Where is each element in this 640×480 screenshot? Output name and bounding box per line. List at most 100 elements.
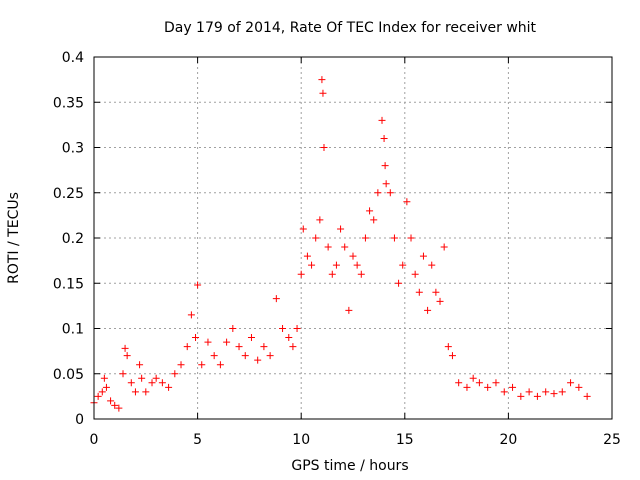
data-point — [260, 343, 268, 351]
data-point — [289, 343, 297, 351]
data-point — [152, 374, 160, 382]
data-point — [254, 356, 262, 364]
data-point — [469, 374, 477, 382]
data-point — [241, 352, 249, 360]
y-tick-label: 0.15 — [53, 276, 84, 292]
data-point — [550, 390, 558, 398]
data-point — [127, 379, 135, 387]
data-point — [312, 234, 320, 242]
y-tick-label: 0.35 — [53, 95, 84, 111]
data-point — [341, 243, 349, 251]
data-point — [94, 392, 102, 400]
data-point — [272, 295, 280, 303]
data-point — [98, 388, 106, 396]
data-point — [366, 207, 374, 215]
data-point — [484, 383, 492, 391]
data-point — [158, 379, 166, 387]
data-point — [138, 374, 146, 382]
data-point — [266, 352, 274, 360]
y-tick-label: 0.2 — [62, 231, 84, 247]
data-point — [380, 134, 388, 142]
data-point — [177, 361, 185, 369]
y-tick-labels: 0 0.05 0.1 0.15 0.2 0.25 0.3 0.35 0.4 — [53, 50, 84, 428]
data-point — [148, 379, 156, 387]
data-point — [374, 189, 382, 197]
data-point — [444, 343, 452, 351]
data-point — [308, 261, 316, 269]
data-point — [131, 388, 139, 396]
data-point — [381, 162, 389, 170]
data-point — [171, 370, 179, 378]
data-point — [229, 325, 237, 332]
grid — [94, 57, 612, 419]
data-point — [517, 392, 525, 400]
data-point — [111, 401, 119, 409]
data-point — [542, 388, 550, 396]
data-point — [492, 379, 500, 387]
data-point — [285, 334, 293, 342]
data-point — [509, 383, 517, 391]
data-point — [192, 334, 200, 342]
y-tick-label: 0.05 — [53, 367, 84, 383]
data-point — [107, 397, 115, 405]
data-point — [198, 361, 206, 369]
data-point — [332, 261, 340, 269]
data-point — [415, 288, 423, 296]
data-point — [210, 352, 218, 360]
data-point — [100, 374, 108, 382]
data-point — [328, 270, 336, 278]
data-point — [187, 311, 195, 319]
data-point — [428, 261, 436, 269]
data-point — [390, 234, 398, 242]
data-point — [183, 343, 191, 351]
data-point — [349, 252, 357, 260]
data-point — [575, 383, 583, 391]
x-tick-label: 0 — [90, 432, 99, 448]
axis-ticks — [93, 56, 613, 420]
data-point — [382, 180, 390, 188]
data-point — [558, 388, 566, 396]
x-tick-labels: 0 5 10 15 20 25 — [90, 432, 621, 448]
data-point — [395, 279, 403, 287]
y-tick-label: 0.1 — [62, 322, 84, 338]
data-point — [567, 379, 575, 387]
data-point — [337, 225, 345, 233]
data-point — [165, 383, 173, 391]
data-point — [448, 352, 456, 360]
data-point — [386, 189, 394, 197]
data-points — [90, 76, 591, 412]
data-point — [411, 270, 419, 278]
x-tick-label: 15 — [396, 432, 414, 448]
x-tick-label: 20 — [499, 432, 517, 448]
data-point — [419, 252, 427, 260]
data-point — [119, 370, 127, 378]
data-point — [345, 306, 353, 314]
data-point — [297, 270, 305, 278]
data-point — [583, 392, 591, 400]
data-point — [320, 144, 328, 151]
data-point — [463, 383, 471, 391]
data-point — [533, 392, 541, 400]
data-point — [424, 306, 432, 314]
x-axis-label: GPS time / hours — [291, 458, 408, 474]
data-point — [216, 361, 224, 369]
data-point — [319, 89, 327, 97]
y-tick-label: 0.4 — [62, 50, 84, 66]
x-tick-label: 5 — [193, 432, 202, 448]
data-point — [403, 198, 411, 206]
data-point — [500, 388, 508, 396]
data-point — [115, 404, 123, 412]
data-point — [353, 261, 361, 269]
data-point — [299, 225, 307, 233]
data-point — [525, 388, 533, 396]
data-point — [293, 325, 301, 332]
data-point — [121, 344, 129, 352]
data-point — [204, 338, 212, 346]
data-point — [142, 388, 150, 396]
data-point — [303, 252, 311, 260]
data-point — [123, 352, 131, 360]
data-point — [247, 334, 255, 342]
data-point — [432, 288, 440, 296]
data-point — [136, 361, 144, 369]
y-axis-label: ROTI / TECUs — [6, 192, 22, 284]
